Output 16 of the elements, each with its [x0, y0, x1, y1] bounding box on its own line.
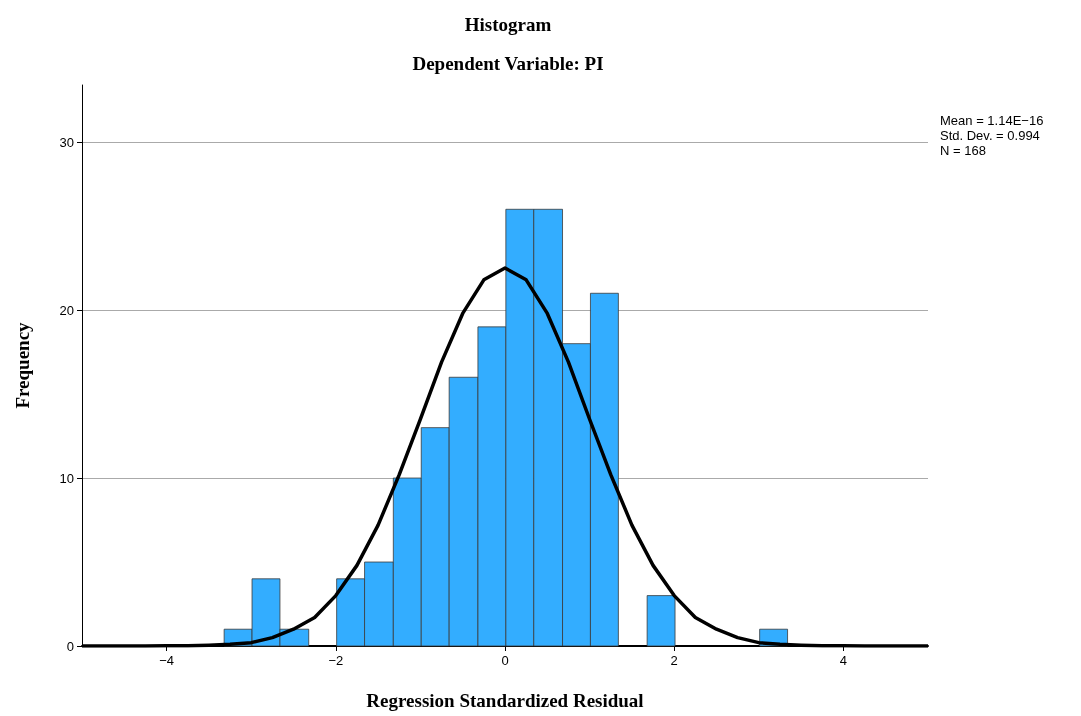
- chart-subtitle: Dependent Variable: PI: [412, 53, 604, 74]
- x-tick-label: 4: [839, 653, 848, 668]
- y-axis-title: Frequency: [12, 321, 33, 409]
- x-tick-label: 0: [501, 653, 509, 668]
- y-tick-label: 30: [59, 134, 74, 150]
- chart-title: Histogram: [464, 14, 552, 35]
- text: N = 168: [940, 143, 986, 158]
- x-tick-label: −4: [159, 653, 175, 668]
- x-tick-label: −2: [328, 653, 344, 668]
- y-tick-label: 10: [59, 470, 74, 486]
- text: Std. Dev. = 0.994: [940, 128, 1040, 143]
- text: Mean = 1.14E−16: [940, 113, 1044, 128]
- y-tick-label: 20: [59, 302, 74, 318]
- y-tick-label: 0: [66, 638, 74, 654]
- x-axis-title: Regression Standardized Residual: [366, 690, 644, 711]
- x-tick-label: 2: [670, 653, 678, 668]
